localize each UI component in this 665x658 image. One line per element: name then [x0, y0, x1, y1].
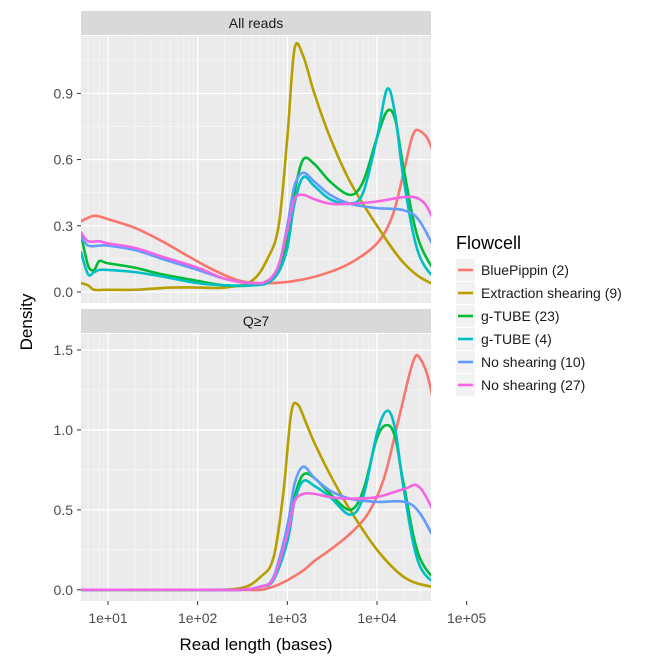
x-tick-label: 1e+01 — [88, 610, 128, 626]
facet-strip — [81, 309, 431, 333]
legend-item: No shearing (10) — [456, 351, 585, 373]
legend-item: No shearing (27) — [456, 374, 585, 396]
x-axis-title: Read length (bases) — [179, 635, 332, 654]
legend-label: No shearing (10) — [481, 354, 585, 370]
facet-strip-label: Q≥7 — [243, 313, 270, 329]
y-axis-title: Density — [17, 293, 36, 350]
facet-panel: All reads 0.0 0.3 0.6 0.9 — [54, 11, 468, 303]
density-line — [81, 171, 431, 285]
density-line — [81, 128, 431, 285]
legend-label: No shearing (27) — [481, 377, 585, 393]
y-tick-label: 0.5 — [54, 502, 74, 518]
panels: All reads 0.0 0.3 0.6 0.9 Q≥7 0.0 0.5 1.0 1.5 1e+0… — [54, 11, 487, 626]
y-tick-label: 0.9 — [54, 85, 74, 101]
legend-item: BluePippin (2) — [456, 259, 569, 281]
y-tick-label: 1.5 — [54, 342, 74, 358]
y-tick-label: 1.0 — [54, 422, 74, 438]
y-tick-label: 0.3 — [54, 218, 74, 234]
x-axis: 1e+01 1e+02 1e+03 1e+04 1e+05 — [88, 601, 487, 626]
density-line — [81, 401, 431, 592]
density-line — [81, 483, 431, 592]
y-tick-label: 0.0 — [54, 582, 74, 598]
legend-item: Extraction shearing (9) — [456, 282, 622, 304]
legend-item: g-TUBE (4) — [456, 328, 552, 350]
y-tick-label: 0.6 — [54, 152, 74, 168]
legend-label: BluePippin (2) — [481, 262, 569, 278]
legend-label: g-TUBE (23) — [481, 308, 560, 324]
density-line — [81, 108, 431, 288]
x-tick-label: 1e+03 — [268, 610, 308, 626]
legend-title: Flowcell — [456, 233, 521, 253]
facet-strip-label: All reads — [229, 15, 283, 31]
series-lines — [81, 353, 431, 592]
series-lines — [81, 42, 431, 292]
density-line — [81, 87, 431, 287]
legend: Flowcell BluePippin (2) Extraction sheari… — [456, 233, 622, 396]
x-tick-label: 1e+04 — [357, 610, 397, 626]
legend-item: g-TUBE (23) — [456, 305, 560, 327]
x-tick-label: 1e+05 — [447, 610, 487, 626]
facet-strip — [81, 11, 431, 35]
x-tick-label: 1e+02 — [178, 610, 218, 626]
legend-label: Extraction shearing (9) — [481, 285, 622, 301]
y-tick-label: 0.0 — [54, 284, 74, 300]
facet-panel: Q≥7 0.0 0.5 1.0 1.5 — [54, 309, 468, 601]
legend-label: g-TUBE (4) — [481, 331, 552, 347]
panel-background — [81, 334, 431, 601]
density-line — [81, 42, 431, 292]
panel-background — [81, 36, 431, 303]
density-line — [81, 193, 431, 285]
